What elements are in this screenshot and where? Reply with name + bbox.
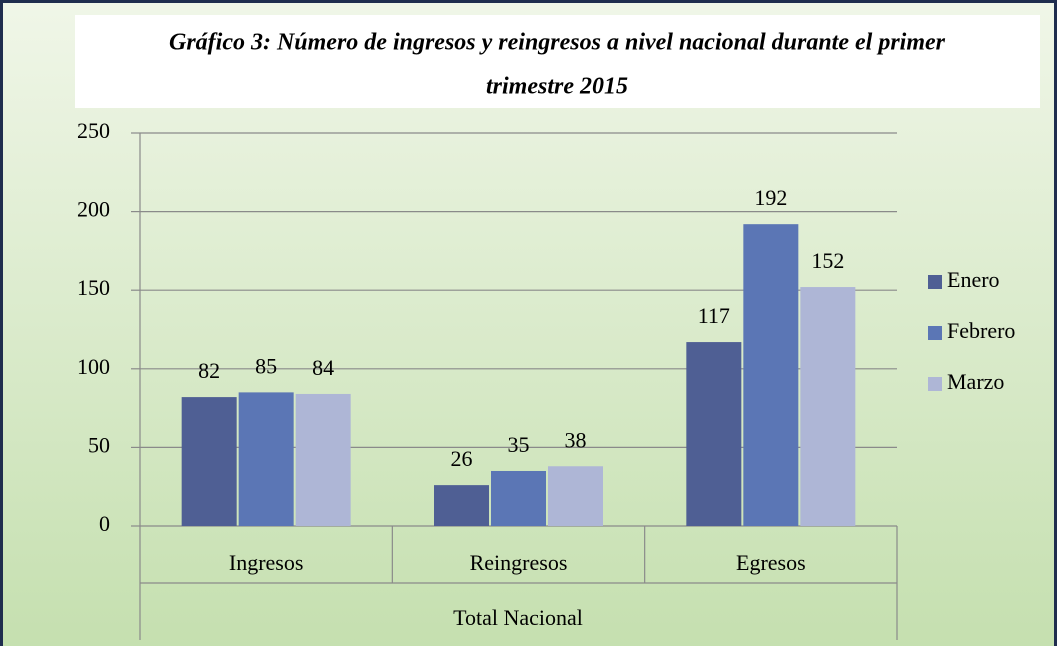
y-tick-label: 100 [77, 354, 110, 379]
title-box [75, 15, 1040, 108]
category-group-label: Total Nacional [453, 605, 583, 630]
data-label: 85 [255, 353, 277, 378]
x-tick-label: Egresos [736, 550, 806, 575]
y-tick-label: 250 [77, 118, 110, 143]
bar [491, 470, 546, 526]
bar [800, 287, 856, 526]
data-label: 117 [698, 303, 730, 328]
legend-swatch [928, 377, 942, 391]
data-label: 192 [754, 185, 787, 210]
legend-swatch [928, 326, 942, 340]
x-tick-label: Ingresos [229, 550, 304, 575]
data-label: 35 [508, 432, 530, 457]
legend-label: Enero [947, 267, 1000, 292]
bar [743, 224, 799, 526]
data-label: 82 [198, 358, 220, 383]
legend-swatch [928, 275, 942, 289]
y-tick-label: 150 [77, 275, 110, 300]
data-label: 152 [811, 248, 844, 273]
x-tick-label: Reingresos [470, 550, 568, 575]
y-tick-label: 200 [77, 197, 110, 222]
chart-title: Gráfico 3: Número de ingresos y reingres… [169, 30, 946, 56]
data-label: 38 [565, 427, 587, 452]
bar [181, 397, 237, 526]
bar [238, 392, 294, 526]
bar [434, 485, 489, 526]
data-label: 26 [451, 446, 473, 471]
y-tick-label: 0 [99, 511, 110, 536]
chart-title: trimestre 2015 [486, 74, 628, 100]
legend-label: Marzo [947, 369, 1004, 394]
bar [548, 466, 603, 526]
legend-label: Febrero [947, 318, 1015, 343]
data-label: 84 [312, 355, 334, 380]
bar [295, 393, 351, 526]
y-tick-label: 50 [88, 432, 110, 457]
bar [686, 342, 742, 526]
